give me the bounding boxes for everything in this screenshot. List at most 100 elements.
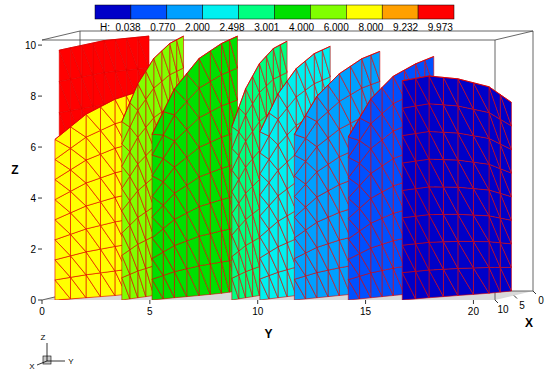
mesh-cell bbox=[443, 160, 457, 188]
mesh-cell bbox=[429, 76, 443, 105]
z-tick bbox=[38, 249, 42, 250]
x-tick-label: 10 bbox=[497, 304, 509, 315]
mesh-cell bbox=[210, 168, 221, 199]
mesh-cell bbox=[473, 83, 489, 113]
surface bbox=[55, 87, 153, 300]
mesh-cell bbox=[348, 276, 359, 299]
mesh-cell bbox=[402, 161, 415, 189]
mesh-cell bbox=[100, 246, 114, 271]
x-tick-label: 5 bbox=[519, 300, 525, 311]
mesh-cell bbox=[416, 131, 429, 159]
mesh-cell bbox=[429, 76, 443, 105]
mesh-cell bbox=[100, 222, 114, 247]
mesh-cell bbox=[210, 137, 221, 168]
z-tick-label: 4 bbox=[30, 193, 36, 204]
mesh-cell bbox=[199, 51, 210, 81]
x-tick bbox=[533, 291, 536, 294]
surface bbox=[260, 46, 330, 300]
mesh-cell bbox=[416, 104, 429, 132]
surface bbox=[232, 41, 287, 300]
z-tick-label: 8 bbox=[30, 91, 36, 102]
mesh-cell bbox=[473, 136, 489, 165]
mesh-cell bbox=[130, 84, 138, 111]
z-tick-label: 0 bbox=[30, 295, 36, 306]
mesh-cell bbox=[246, 269, 253, 297]
mesh-cell bbox=[59, 48, 70, 79]
mesh-cell bbox=[429, 242, 443, 269]
z-tick-label: 2 bbox=[30, 244, 36, 255]
mesh-cell bbox=[210, 43, 221, 74]
colorbar-swatch bbox=[418, 5, 454, 19]
mesh-cell bbox=[305, 54, 314, 84]
mesh-cell bbox=[458, 214, 474, 241]
mesh-cell bbox=[443, 268, 457, 295]
mesh-cell bbox=[199, 264, 210, 294]
mesh-cell bbox=[489, 164, 500, 193]
mesh-cell bbox=[382, 76, 393, 103]
mesh-cell bbox=[473, 241, 489, 267]
axis-box bbox=[42, 31, 533, 300]
mesh-cell bbox=[458, 214, 474, 241]
y-tick-label: 20 bbox=[468, 306, 480, 317]
triad-label: Z bbox=[41, 333, 46, 342]
mesh-cell bbox=[489, 216, 500, 243]
mesh-cell bbox=[489, 190, 500, 218]
mesh-cell bbox=[416, 76, 429, 104]
mesh-cell bbox=[222, 134, 230, 166]
triad-axis bbox=[47, 343, 48, 361]
mesh-cell bbox=[473, 189, 489, 216]
mesh-cell bbox=[163, 272, 174, 298]
mesh-cell bbox=[458, 106, 474, 136]
colorbar-swatch bbox=[203, 5, 239, 19]
mesh-cell bbox=[443, 187, 457, 214]
mesh-cell bbox=[416, 159, 429, 187]
mesh-cell bbox=[362, 55, 371, 85]
mesh-cell bbox=[382, 268, 393, 295]
mesh-cell bbox=[222, 166, 230, 198]
mesh-cell bbox=[443, 105, 457, 133]
mesh-cell bbox=[259, 56, 266, 86]
mesh-cell bbox=[253, 267, 260, 296]
mesh-cell bbox=[222, 103, 230, 135]
mesh-cell bbox=[317, 244, 328, 270]
surface-top-edge bbox=[402, 76, 511, 102]
z-tick bbox=[38, 96, 42, 97]
mesh-cell bbox=[222, 197, 230, 229]
mesh-cell bbox=[443, 77, 457, 106]
mesh-cell bbox=[458, 160, 474, 189]
y-tick-label: 10 bbox=[252, 306, 264, 317]
mesh-cell bbox=[500, 218, 511, 244]
mesh-cell bbox=[402, 106, 415, 134]
mesh-cell bbox=[371, 244, 382, 270]
mesh-cell bbox=[473, 267, 489, 293]
mesh-cell bbox=[100, 271, 114, 296]
mesh-cell bbox=[500, 243, 511, 268]
mesh-cell bbox=[371, 271, 382, 297]
colorbar-swatch bbox=[95, 5, 131, 19]
mesh-cell bbox=[278, 243, 287, 270]
mesh-cell bbox=[273, 45, 280, 76]
mesh-cell bbox=[473, 83, 489, 113]
mesh-cell bbox=[458, 106, 474, 136]
mesh-cell bbox=[317, 270, 328, 296]
mesh-cell bbox=[489, 87, 500, 119]
surface bbox=[348, 56, 433, 300]
mesh-cell bbox=[138, 71, 146, 99]
mesh-cell bbox=[489, 242, 500, 268]
z-tick-label: 10 bbox=[25, 40, 37, 51]
mesh-cell bbox=[154, 51, 162, 81]
triad-label: X bbox=[29, 362, 35, 371]
mesh-cell bbox=[429, 187, 443, 215]
mesh-cell bbox=[500, 267, 511, 291]
mesh-cell bbox=[360, 273, 371, 298]
mesh-cell bbox=[458, 187, 474, 215]
y-tick bbox=[257, 300, 258, 304]
surface bbox=[122, 36, 184, 300]
mesh-cell bbox=[473, 215, 489, 242]
mesh-cell bbox=[429, 242, 443, 270]
mesh-cell bbox=[70, 45, 81, 77]
mesh-cell bbox=[473, 162, 489, 190]
mesh-cell bbox=[429, 159, 443, 187]
mesh-cell bbox=[429, 104, 443, 133]
mesh-cell bbox=[458, 241, 474, 268]
